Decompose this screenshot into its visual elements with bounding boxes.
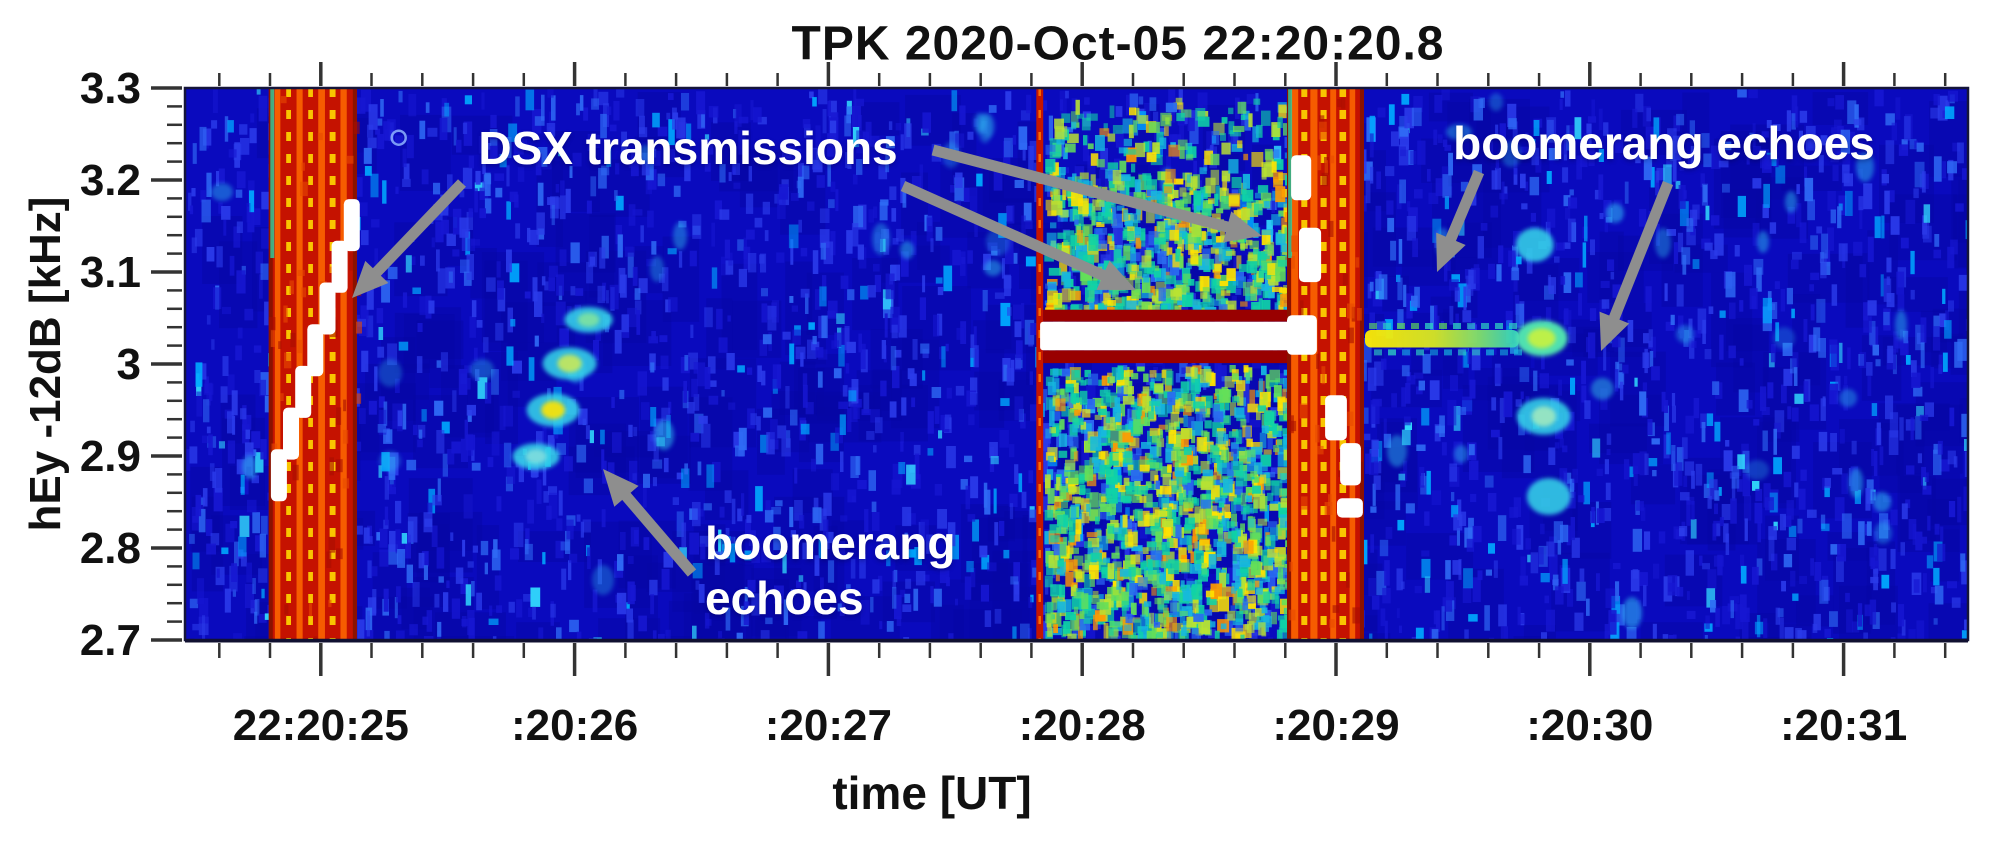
annotation-boomerang-left-line1: boomerang (705, 517, 956, 569)
annotation-boomerang-left-line2: echoes (705, 572, 864, 624)
plot-title: TPK 2020-Oct-05 22:20:20.8 (791, 17, 1445, 71)
annotation-boomerang-echoes-left: boomerang echoes (705, 516, 955, 626)
annotation-dsx-transmissions: DSX transmissions (478, 122, 898, 174)
y-axis-label: hEy -12dB [kHz] (21, 196, 70, 532)
annotation-boomerang-echoes-right: boomerang echoes (1453, 117, 1875, 169)
x-axis-label: time [UT] (832, 767, 1032, 819)
